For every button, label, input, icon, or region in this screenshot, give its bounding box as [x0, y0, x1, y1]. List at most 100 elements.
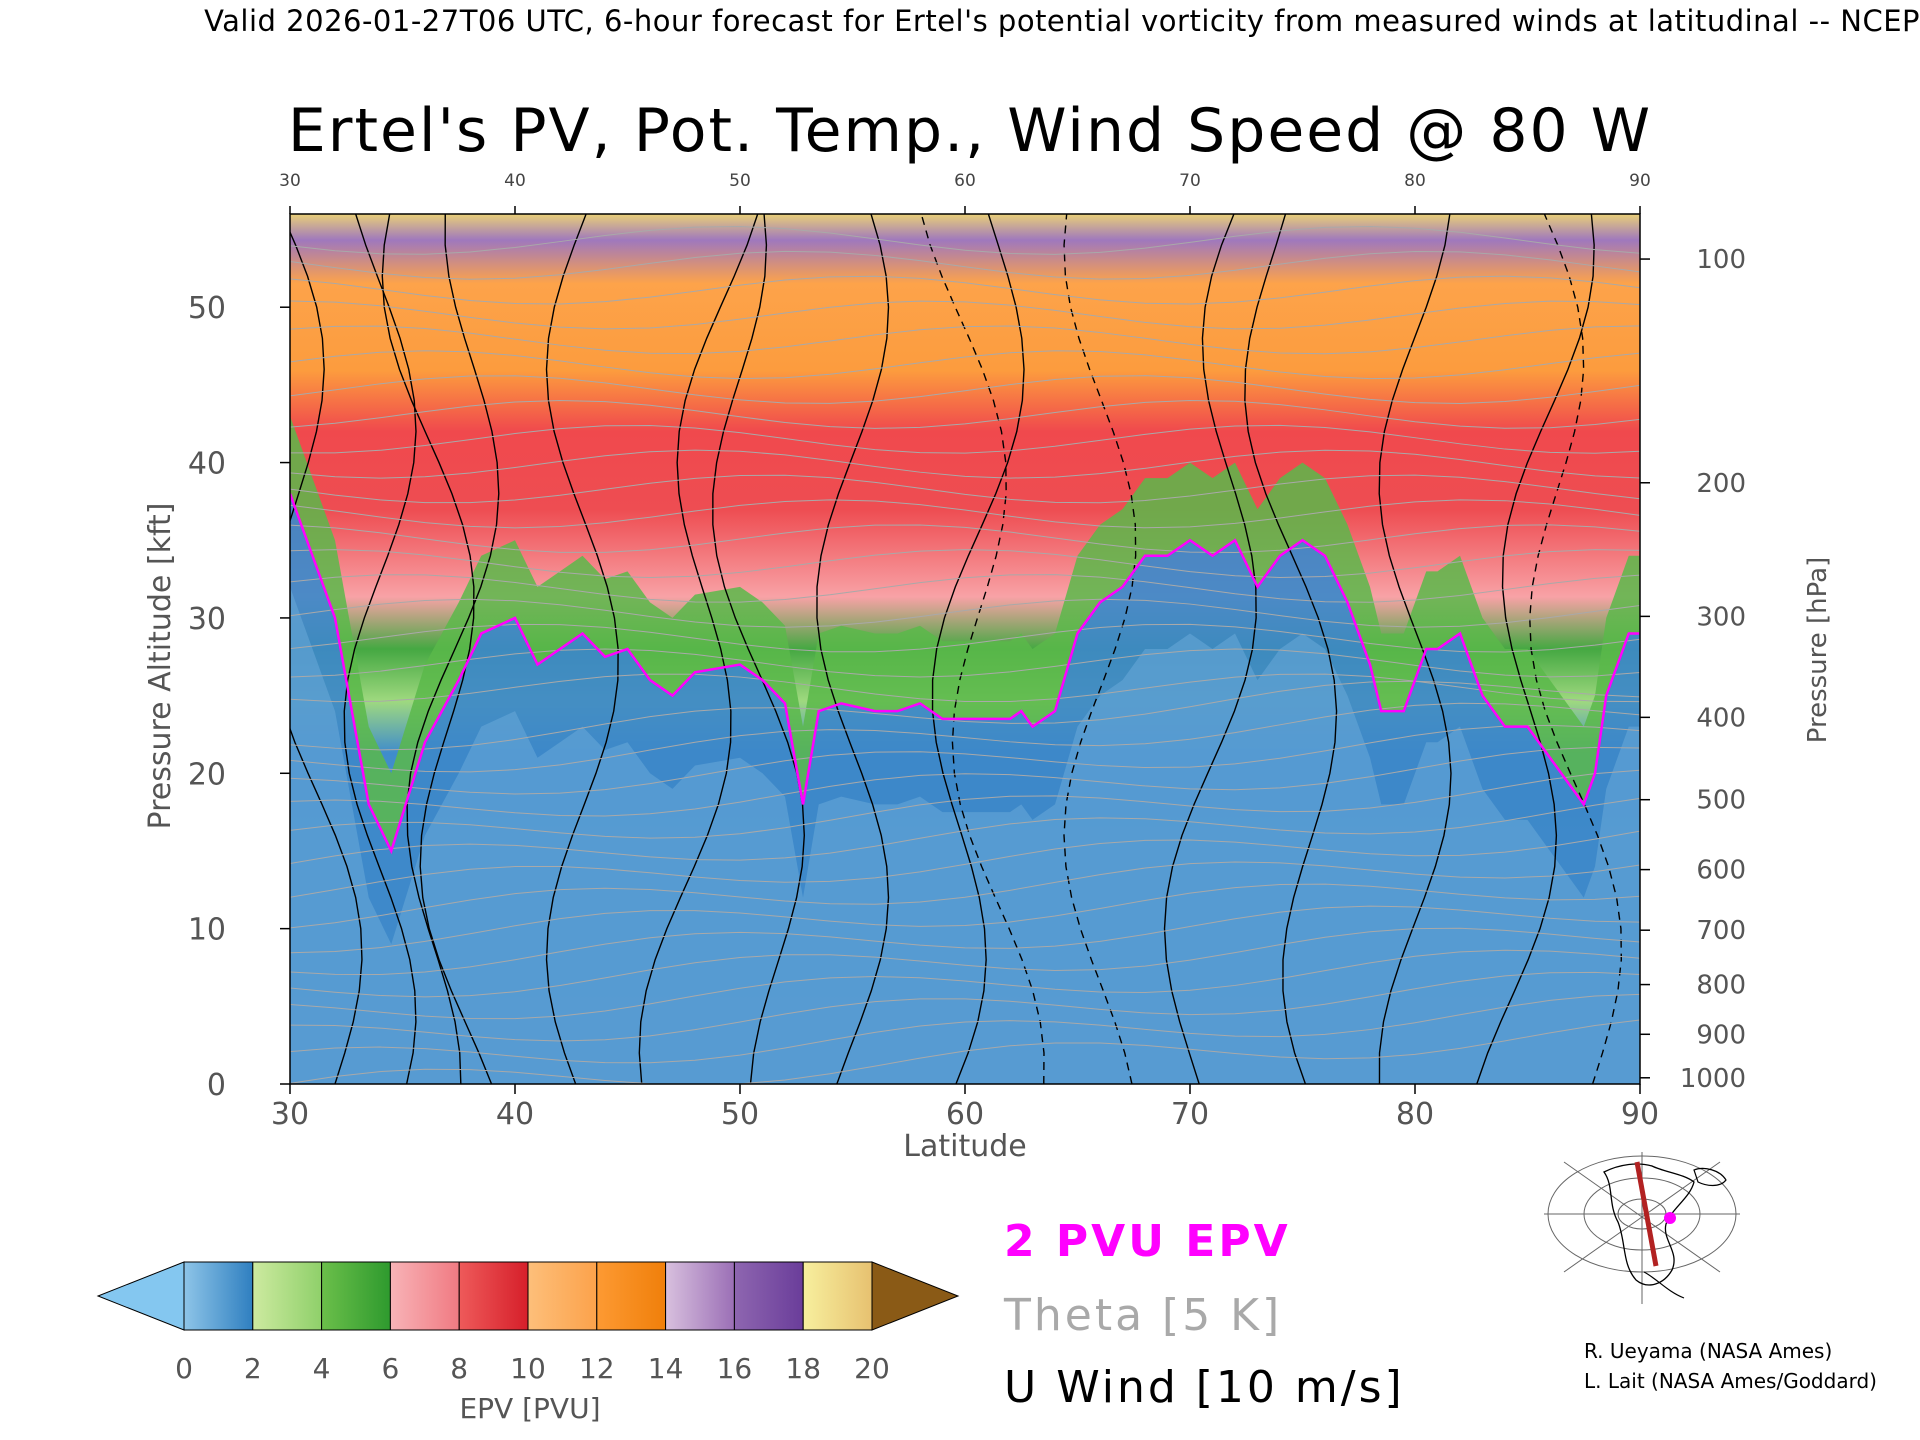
- theta-contour: [290, 993, 1640, 1064]
- theta-contour: [290, 971, 1640, 1042]
- pv-green-band: [290, 415, 1640, 851]
- theta-contour: [290, 375, 1640, 404]
- credit-line-2: L. Lait (NASA Ames/Goddard): [1584, 1369, 1877, 1393]
- colorbar: 0 2 4 6 8 10 12 14 16 18 20: [96, 1261, 960, 1385]
- theta-contour: [290, 225, 1640, 255]
- colorbar-bin: [183, 1261, 254, 1331]
- colorbar-tick-label: 20: [854, 1352, 890, 1385]
- map-location-marker: [1664, 1212, 1676, 1224]
- colorbar-bin: [252, 1261, 323, 1331]
- wind-contour: [290, 230, 363, 1084]
- theta-contour: [290, 905, 1640, 976]
- colorbar-tick-label: 12: [579, 1352, 615, 1385]
- wind-contour: [381, 214, 493, 1084]
- y-tick-label: 40: [188, 447, 226, 482]
- wind-contour: [931, 214, 1025, 1084]
- colorbar-bin: [733, 1261, 804, 1331]
- two-pvu-contour: [290, 493, 1640, 855]
- wind-contour: [816, 214, 890, 1084]
- map-coastline: [1643, 1271, 1685, 1299]
- colorbar-bin: [596, 1261, 667, 1331]
- colorbar-tick-label: 8: [450, 1352, 468, 1385]
- theta-contour: [290, 769, 1640, 839]
- wind-contour: [920, 214, 1045, 1084]
- wind-contour: [406, 214, 500, 1084]
- wind-contour: [712, 214, 806, 1084]
- theta-contour: [290, 250, 1640, 280]
- colorbar-tick-label: 0: [175, 1352, 193, 1385]
- wind-contour: [1476, 214, 1595, 1084]
- colorbar-over-arrow: [871, 1261, 960, 1331]
- y-tick-label: 0: [207, 1068, 226, 1103]
- wind-contour: [1244, 214, 1338, 1084]
- theta-contour: [290, 746, 1640, 817]
- theta-contour: [290, 883, 1640, 954]
- x-axis-label: Latitude: [903, 1129, 1026, 1164]
- theta-contour: [290, 424, 1640, 454]
- x-tick-label: 70: [1171, 1097, 1209, 1132]
- theta-contour: [290, 949, 1640, 1020]
- theta-contour: [290, 797, 1640, 865]
- colorbar-bin: [665, 1261, 735, 1331]
- y-axis-ticks: 0 10 20 30 40 50: [188, 291, 290, 1103]
- pressure-tick-label: 700: [1696, 916, 1746, 946]
- colorbar-tick-label: 14: [648, 1352, 684, 1385]
- theta-contour: [290, 927, 1640, 998]
- pressure-tick-label: 600: [1696, 856, 1746, 886]
- theta-contour: [290, 574, 1640, 603]
- colorbar-bin: [802, 1261, 873, 1331]
- wind-contour: [638, 214, 759, 1084]
- theta-contour: [290, 499, 1640, 529]
- x-tick-label: 40: [496, 1097, 534, 1132]
- theta-contours: [290, 225, 1640, 1084]
- theta-contour: [290, 724, 1640, 795]
- x-tick-label-top: 50: [729, 171, 751, 191]
- theta-contour: [290, 598, 1640, 628]
- location-map: [1544, 1152, 1740, 1304]
- theta-contour: [290, 300, 1640, 330]
- theta-contour: [290, 861, 1640, 929]
- wind-contour: [343, 214, 417, 1084]
- colorbar-bin: [458, 1261, 529, 1331]
- map-coastline: [1693, 1167, 1727, 1187]
- x-tick-label-top: 30: [279, 171, 301, 191]
- x-tick-label: 30: [271, 1097, 309, 1132]
- y-tick-label: 30: [188, 602, 226, 637]
- theta-contour: [290, 325, 1640, 355]
- pressure-axis-label: Pressure [hPa]: [1803, 557, 1833, 744]
- x-tick-label-top: 40: [504, 171, 526, 191]
- theta-contour: [290, 474, 1640, 504]
- colorbar-label: EPV [PVU]: [459, 1392, 600, 1425]
- troposphere-inner-region: [290, 586, 1640, 1084]
- colorbar-bin: [389, 1261, 460, 1331]
- pressure-tick-label: 500: [1696, 786, 1746, 816]
- y-axis-label: Pressure Altitude [kft]: [143, 503, 178, 830]
- x-tick-label: 50: [721, 1097, 759, 1132]
- legend-pvu: 2 PVU EPV: [1004, 1216, 1291, 1267]
- map-meridian: [1563, 1161, 1721, 1273]
- colorbar-bin: [321, 1261, 391, 1331]
- y-tick-label: 10: [188, 913, 226, 948]
- colorbar-bin: [527, 1261, 598, 1331]
- y-tick-label: 50: [188, 291, 226, 326]
- credits: R. Ueyama (NASA Ames) L. Lait (NASA Ames…: [1584, 1336, 1877, 1396]
- theta-contour: [290, 830, 1640, 898]
- theta-contour: [290, 549, 1640, 579]
- y-tick-label: 20: [188, 757, 226, 792]
- map-section-line: [1634, 1161, 1659, 1267]
- pressure-tick-label: 100: [1696, 245, 1746, 275]
- wind-contour: [1529, 214, 1623, 1084]
- pressure-tick-label: 800: [1696, 971, 1746, 1001]
- credit-line-1: R. Ueyama (NASA Ames): [1584, 1339, 1833, 1363]
- colorbar-tick-label: 6: [381, 1352, 399, 1385]
- pressure-tick-label: 300: [1696, 602, 1746, 632]
- chart-title: Ertel's PV, Pot. Temp., Wind Speed @ 80 …: [287, 96, 1653, 166]
- theta-contour: [290, 275, 1640, 305]
- theta-contour: [290, 350, 1640, 380]
- pressure-tick-label: 400: [1696, 703, 1746, 733]
- x-tick-label-top: 70: [1179, 171, 1201, 191]
- colorbar-tick-label: 10: [510, 1352, 546, 1385]
- pressure-axis-ticks: 100 200 300 400 500 600 700 800 900 1000: [1640, 245, 1746, 1094]
- x-tick-label-top: 90: [1629, 171, 1651, 191]
